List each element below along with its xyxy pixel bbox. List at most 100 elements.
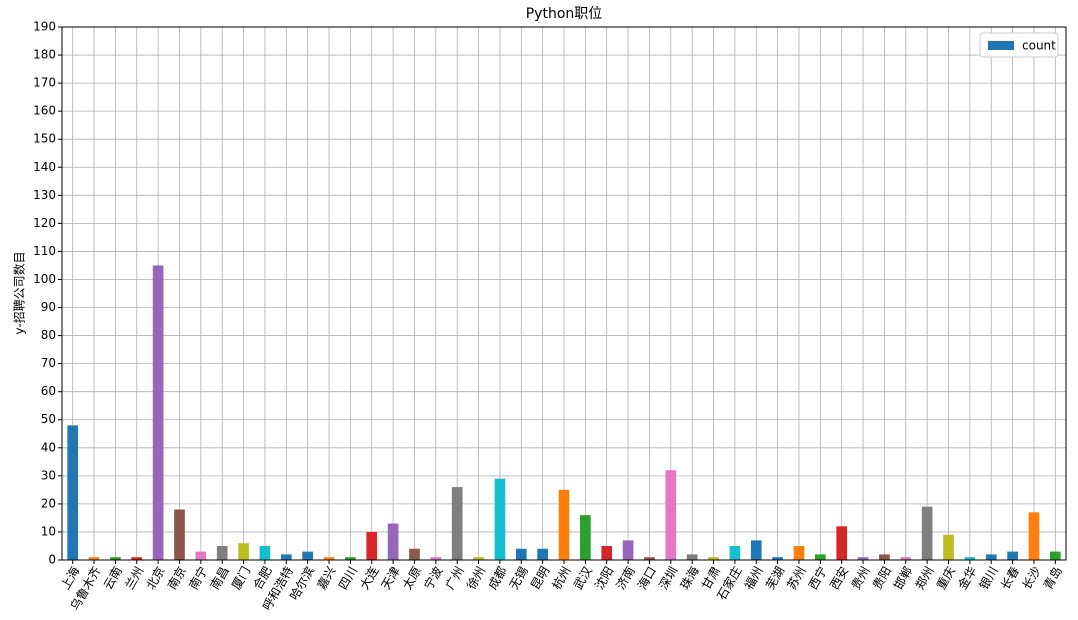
x-tick-label: 重庆: [934, 564, 958, 592]
y-tick-label: 160: [33, 104, 56, 118]
bar: [216, 545, 228, 560]
x-tick-label: 无锡: [506, 564, 531, 592]
x-tick-label: 沈阳: [591, 564, 616, 592]
x-tick-label: 南宁: [185, 564, 210, 592]
bar: [836, 526, 848, 560]
bar: [900, 557, 912, 560]
legend-label: count: [1022, 39, 1056, 53]
bar: [921, 506, 933, 560]
x-tick-label: 银川: [977, 564, 1001, 592]
x-tick-label: 宁波: [420, 564, 445, 592]
x-tick-label: 成都: [485, 564, 509, 592]
plot-frame: [61, 26, 1067, 561]
x-tick-label: 徐州: [463, 564, 488, 592]
bar: [793, 545, 805, 560]
y-tick-label: 120: [33, 216, 56, 230]
bar: [622, 540, 634, 560]
y-tick-label: 90: [41, 300, 56, 314]
y-tick-label: 100: [33, 272, 56, 286]
y-tick-label: 30: [41, 468, 56, 482]
x-tick-label: 珠海: [677, 564, 702, 592]
bar: [280, 554, 292, 560]
x-tick-label: 济南: [613, 564, 638, 592]
x-tick-label: 南昌: [207, 564, 232, 592]
bar: [729, 545, 741, 560]
bar: [67, 425, 79, 560]
bar: [259, 545, 271, 560]
bar: [430, 557, 442, 560]
bar: [473, 557, 484, 560]
x-tick-label: 福州: [741, 564, 766, 592]
bar: [1049, 551, 1061, 560]
bar: [750, 540, 762, 560]
legend-box: [979, 32, 1059, 58]
y-axis-label: y-招聘公司数目: [12, 251, 27, 334]
x-tick-label: 南京: [164, 564, 189, 592]
bar: [345, 557, 356, 560]
y-tick-label: 70: [41, 356, 56, 370]
y-tick-label: 140: [33, 160, 56, 174]
y-tick-label: 60: [41, 384, 56, 398]
bar: [644, 557, 655, 560]
x-tick-label: 深圳: [656, 564, 680, 592]
x-tick-label: 嘉兴: [315, 564, 339, 592]
bar: [686, 554, 698, 560]
y-tick-label: 170: [33, 76, 56, 90]
x-tick-label: 长沙: [1019, 564, 1043, 592]
x-tick-label: 长春: [998, 564, 1022, 592]
legend-swatch: [988, 41, 1014, 50]
y-tick-label: 80: [41, 328, 56, 342]
bar: [195, 551, 207, 560]
bar: [238, 543, 249, 560]
bar: [110, 557, 121, 560]
bar: [879, 554, 890, 560]
x-tick-label: 天津: [379, 564, 403, 592]
bar: [1028, 512, 1040, 560]
x-tick-label: 贵州: [849, 564, 873, 592]
y-tick-label: 40: [41, 440, 56, 454]
chart-title: Python职位: [526, 6, 603, 22]
bar: [580, 515, 591, 560]
bar: [387, 523, 399, 560]
x-tick-label: 苏州: [784, 564, 808, 592]
y-tick-label: 0: [48, 553, 56, 567]
x-tick-label: 金华: [955, 564, 980, 592]
y-tick-label: 150: [33, 132, 56, 146]
bar: [708, 557, 719, 560]
bar: [409, 548, 420, 560]
x-tick-label: 昆明: [528, 564, 552, 592]
x-tick-label: 北京: [144, 564, 168, 592]
x-tick-label: 青岛: [1040, 564, 1065, 592]
x-tick-label: 郑州: [912, 564, 937, 592]
x-tick-label: 邯郸: [890, 564, 915, 592]
x-tick-label: 武汉: [571, 564, 595, 592]
x-tick-label: 云南: [100, 564, 125, 592]
bar: [537, 548, 548, 560]
bar: [515, 548, 527, 560]
bar: [88, 557, 100, 560]
bar: [152, 265, 164, 560]
bar: [815, 554, 826, 560]
x-tick-label: 芜湖: [762, 564, 787, 592]
bar: [131, 557, 143, 560]
x-tick-label: 大连: [356, 564, 381, 592]
y-tick-label: 50: [41, 412, 56, 426]
bar: [1007, 551, 1018, 560]
bar: [964, 557, 976, 560]
bar: [772, 557, 783, 560]
x-tick-label: 厦门: [228, 564, 253, 592]
bar: [943, 534, 954, 560]
bar: [601, 545, 613, 560]
bar: [174, 509, 185, 560]
x-tick-label: 贵阳: [870, 564, 894, 592]
x-tick-label: 广州: [443, 564, 467, 592]
y-tick-label: 10: [41, 524, 56, 538]
x-tick-label: 四川: [336, 564, 360, 592]
y-tick-label: 190: [33, 20, 56, 34]
x-tick-label: 兰州: [122, 564, 146, 592]
bar: [857, 557, 869, 560]
bar: [665, 470, 677, 560]
x-tick-label: 西宁: [805, 564, 830, 592]
bar: [494, 478, 506, 560]
